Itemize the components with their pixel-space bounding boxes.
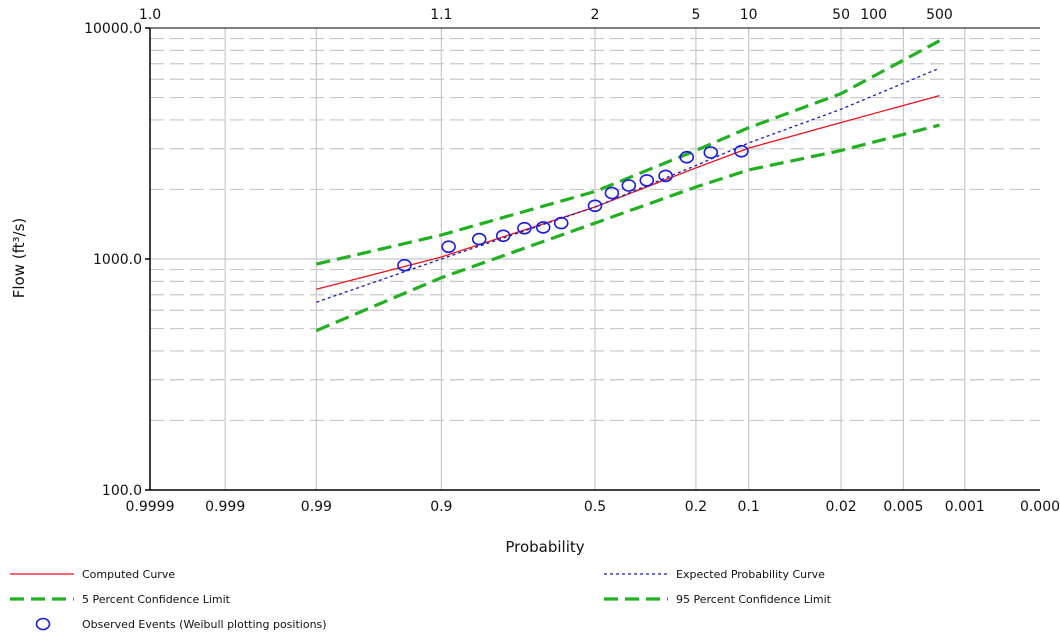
axes — [145, 27, 1040, 491]
series-group — [315, 39, 941, 333]
tick-labels: 100.0 1000.0 10000.0 0.9999 0.999 0.99 0.9 0.5 0… — [84, 7, 1060, 515]
observed-point — [679, 150, 695, 164]
top-tick-label: 10 — [740, 7, 758, 23]
legend-label: Observed Events (Weibull plotting positi… — [82, 618, 327, 631]
x-tick-label: 0.9 — [430, 499, 452, 515]
top-tick-label: 50 — [832, 7, 850, 23]
legend-entry-1: Computed Curve — [10, 568, 175, 581]
top-tick-label: 2 — [591, 7, 600, 23]
series-line-4 — [315, 123, 940, 333]
top-tick-label: 1.1 — [430, 7, 452, 23]
observed-point — [517, 221, 532, 235]
x-tick-label: 0.1 — [738, 499, 760, 515]
observed-point — [553, 216, 569, 230]
legend-entry-4: 95 Percent Confidence Limit — [604, 593, 832, 606]
series-line-2 — [316, 67, 940, 303]
y-tick-label: 10000.0 — [84, 21, 142, 37]
legend-label: 95 Percent Confidence Limit — [676, 593, 832, 606]
legend-label: Expected Probability Curve — [676, 568, 825, 581]
x-tick-label: 0.9999 — [126, 499, 175, 515]
x-tick-label: 0.5 — [584, 499, 606, 515]
observed-point — [658, 169, 673, 183]
y-tick-label: 100.0 — [102, 483, 142, 499]
observed-point — [535, 221, 551, 234]
x-tick-label: 0.005 — [883, 499, 923, 515]
observed-point — [604, 186, 620, 200]
x-axis-title: Probability — [505, 538, 584, 556]
series-line-1 — [316, 94, 940, 290]
observed-point — [441, 240, 456, 253]
observed-point — [495, 229, 511, 243]
y-axis-title: Flow (ft³/s) — [10, 218, 28, 299]
legend-label: 5 Percent Confidence Limit — [82, 593, 231, 606]
top-tick-label: 1.0 — [139, 7, 161, 23]
observed-point — [703, 146, 719, 159]
observed-point — [734, 144, 749, 158]
observed-point — [639, 174, 655, 187]
x-tick-label: 0.02 — [825, 499, 856, 515]
observed-point — [397, 258, 412, 272]
x-tick-label: 0.999 — [205, 499, 245, 515]
top-tick-label: 500 — [926, 7, 953, 23]
observed-point — [621, 179, 637, 192]
legend: Computed Curve Expected Probability Curve… — [10, 568, 832, 631]
observed-point — [587, 199, 603, 213]
x-tick-label: 0.000 — [1020, 499, 1060, 515]
top-tick-label: 100 — [860, 7, 887, 23]
legend-entry-3: 5 Percent Confidence Limit — [10, 593, 231, 606]
y-tick-label: 1000.0 — [93, 252, 142, 268]
legend-symbol — [35, 617, 51, 631]
observed-points — [397, 144, 749, 272]
top-tick-label: 5 — [691, 7, 700, 23]
series-line-3 — [316, 39, 941, 266]
legend-label: Computed Curve — [82, 568, 175, 581]
legend-entry-2: Expected Probability Curve — [604, 568, 825, 581]
legend-entry-5: Observed Events (Weibull plotting positi… — [35, 617, 327, 631]
observed-point — [471, 232, 487, 246]
x-tick-label: 0.99 — [301, 499, 332, 515]
x-tick-label: 0.001 — [945, 499, 985, 515]
grid — [150, 28, 1040, 490]
x-tick-label: 0.2 — [685, 499, 707, 515]
